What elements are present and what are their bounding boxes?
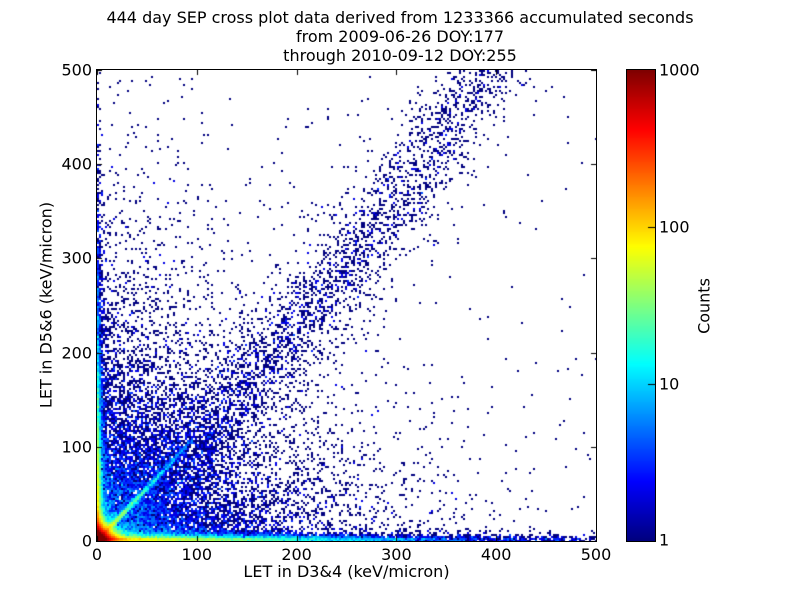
x-tick-label-200: 200 <box>281 545 312 564</box>
plot-area <box>96 69 597 542</box>
scatter-heatmap-canvas <box>97 70 596 541</box>
chart-subtitle-from: from 2009-06-26 DOY:177 <box>295 27 504 46</box>
colorbar-tick-label-1000: 1000 <box>659 60 700 80</box>
x-tick-label-500: 500 <box>580 545 612 564</box>
y-axis-label: LET in D5&6 (keV/micron) <box>36 201 56 409</box>
y-tick-label-400: 400 <box>61 154 92 174</box>
chart-title-block: 444 day SEP cross plot data derived from… <box>0 8 800 65</box>
x-tick-label-100: 100 <box>181 545 213 564</box>
y-tick-label-500: 500 <box>61 60 92 80</box>
colorbar-canvas <box>627 70 655 541</box>
chart-title: 444 day SEP cross plot data derived from… <box>106 8 694 27</box>
y-tick-label-300: 300 <box>61 248 92 268</box>
x-axis-label: LET in D3&4 (keV/micron) <box>243 562 450 581</box>
y-tick-label-200: 200 <box>61 343 92 363</box>
x-tick-label-0: 0 <box>91 545 103 564</box>
x-tick-label-300: 300 <box>381 545 412 564</box>
y-tick-label-100: 100 <box>61 437 92 457</box>
x-tick-label-400: 400 <box>480 545 512 564</box>
chart-subtitle-through: through 2010-09-12 DOY:255 <box>283 46 517 65</box>
colorbar-label: Counts <box>694 278 714 334</box>
colorbar-tick-label-1: 1 <box>659 530 670 550</box>
colorbar-tick-label-10: 10 <box>659 374 680 394</box>
y-tick-label-0: 0 <box>81 531 92 551</box>
colorbar <box>626 69 656 542</box>
colorbar-tick-label-100: 100 <box>659 217 690 237</box>
